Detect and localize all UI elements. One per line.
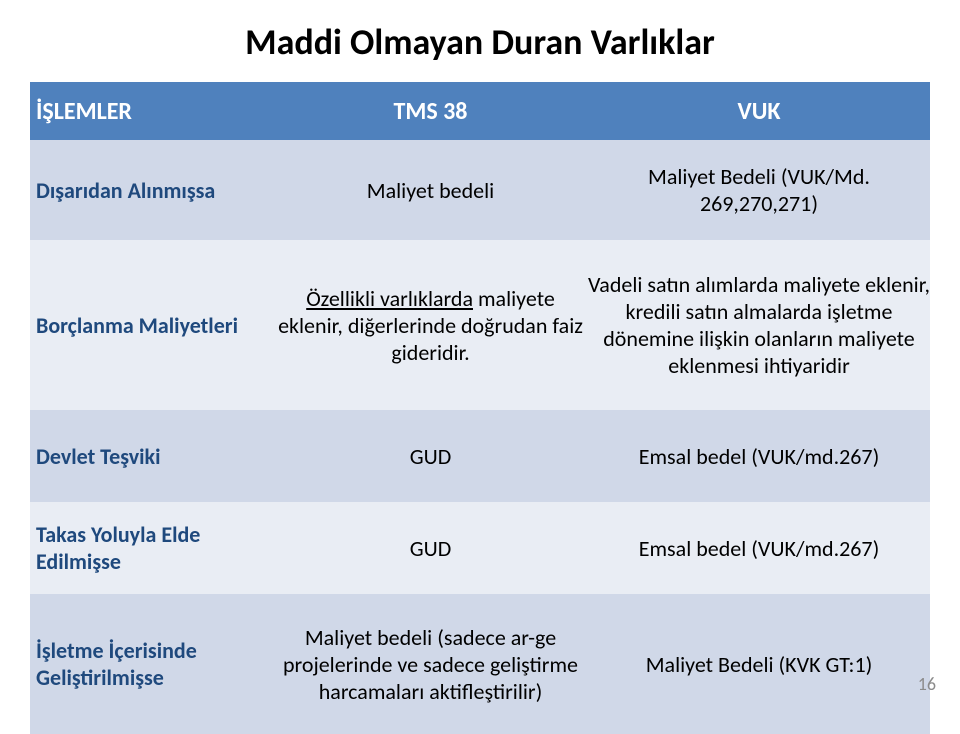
tms-underlined: Özellikli varlıklarda — [306, 285, 473, 312]
comparison-table: İŞLEMLER TMS 38 VUK Dışarıdan Alınmışsa … — [30, 82, 930, 734]
row-vuk: Emsal bedel (VUK/md.267) — [588, 410, 930, 502]
row-vuk: Emsal bedel (VUK/md.267) — [588, 502, 930, 594]
row-label: Dışarıdan Alınmışsa — [30, 140, 273, 240]
row-tms: GUD — [273, 410, 588, 502]
row-label: Devlet Teşviki — [30, 410, 273, 502]
row-label: Takas Yoluyla Elde Edilmişse — [30, 502, 273, 594]
header-tms38: TMS 38 — [273, 82, 588, 140]
header-vuk: VUK — [588, 82, 930, 140]
table-header-row: İŞLEMLER TMS 38 VUK — [30, 82, 930, 140]
table-row: Devlet Teşviki GUD Emsal bedel (VUK/md.2… — [30, 410, 930, 502]
row-vuk: Maliyet Bedeli (VUK/Md. 269,270,271) — [588, 140, 930, 240]
row-label: Borçlanma Maliyetleri — [30, 240, 273, 410]
table-row: İşletme İçerisinde Geliştirilmişse Maliy… — [30, 594, 930, 734]
page-title: Maddi Olmayan Duran Varlıklar — [30, 20, 930, 64]
slide-number: 16 — [918, 673, 936, 695]
table-row: Borçlanma Maliyetleri Özellikli varlıkla… — [30, 240, 930, 410]
table-row: Takas Yoluyla Elde Edilmişse GUD Emsal b… — [30, 502, 930, 594]
table-row: Dışarıdan Alınmışsa Maliyet bedeli Maliy… — [30, 140, 930, 240]
row-tms: Maliyet bedeli — [273, 140, 588, 240]
row-label: İşletme İçerisinde Geliştirilmişse — [30, 594, 273, 734]
row-vuk: Vadeli satın alımlarda maliyete eklenir,… — [588, 240, 930, 410]
row-tms: Maliyet bedeli (sadece ar-ge projelerind… — [273, 594, 588, 734]
row-tms: Özellikli varlıklarda maliyete eklenir, … — [273, 240, 588, 410]
row-tms: GUD — [273, 502, 588, 594]
header-islemler: İŞLEMLER — [30, 82, 273, 140]
row-vuk: Maliyet Bedeli (KVK GT:1) — [588, 594, 930, 734]
